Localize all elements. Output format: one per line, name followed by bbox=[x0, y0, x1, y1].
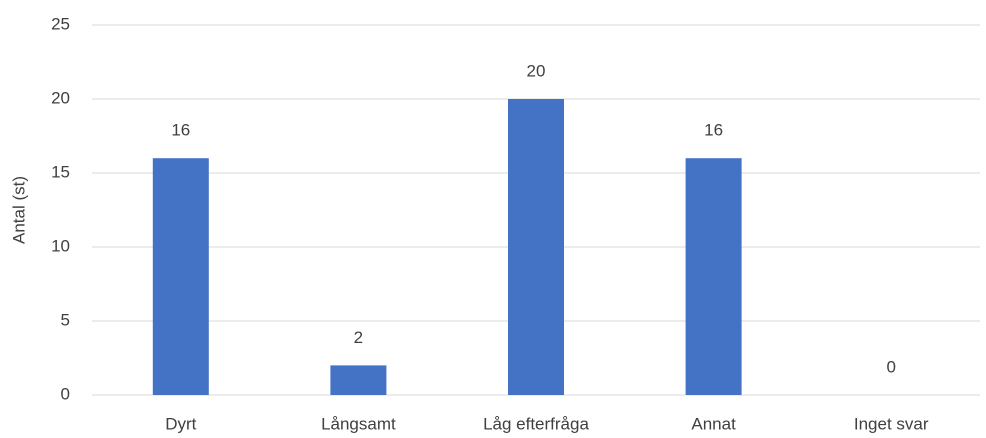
data-label: 2 bbox=[354, 328, 363, 347]
y-axis-title: Antal (st) bbox=[9, 176, 28, 244]
x-tick-label: Annat bbox=[691, 414, 736, 433]
bar bbox=[685, 158, 742, 395]
y-tick-label: 25 bbox=[51, 14, 70, 33]
x-tick-label: Låg efterfråga bbox=[483, 414, 589, 433]
y-tick-label: 15 bbox=[51, 162, 70, 181]
data-label: 0 bbox=[886, 357, 895, 376]
y-tick-label: 10 bbox=[51, 236, 70, 255]
bar bbox=[152, 158, 209, 395]
y-tick-label: 20 bbox=[51, 88, 70, 107]
data-label: 16 bbox=[704, 121, 723, 140]
data-label: 16 bbox=[171, 121, 190, 140]
x-tick-label: Dyrt bbox=[165, 414, 196, 433]
data-label: 20 bbox=[527, 61, 546, 80]
x-tick-label: Långsamt bbox=[321, 414, 396, 433]
y-tick-label: 0 bbox=[61, 384, 70, 403]
y-tick-label: 5 bbox=[61, 310, 70, 329]
bar bbox=[330, 365, 387, 395]
bar bbox=[508, 99, 564, 395]
x-tick-label: Inget svar bbox=[854, 414, 929, 433]
